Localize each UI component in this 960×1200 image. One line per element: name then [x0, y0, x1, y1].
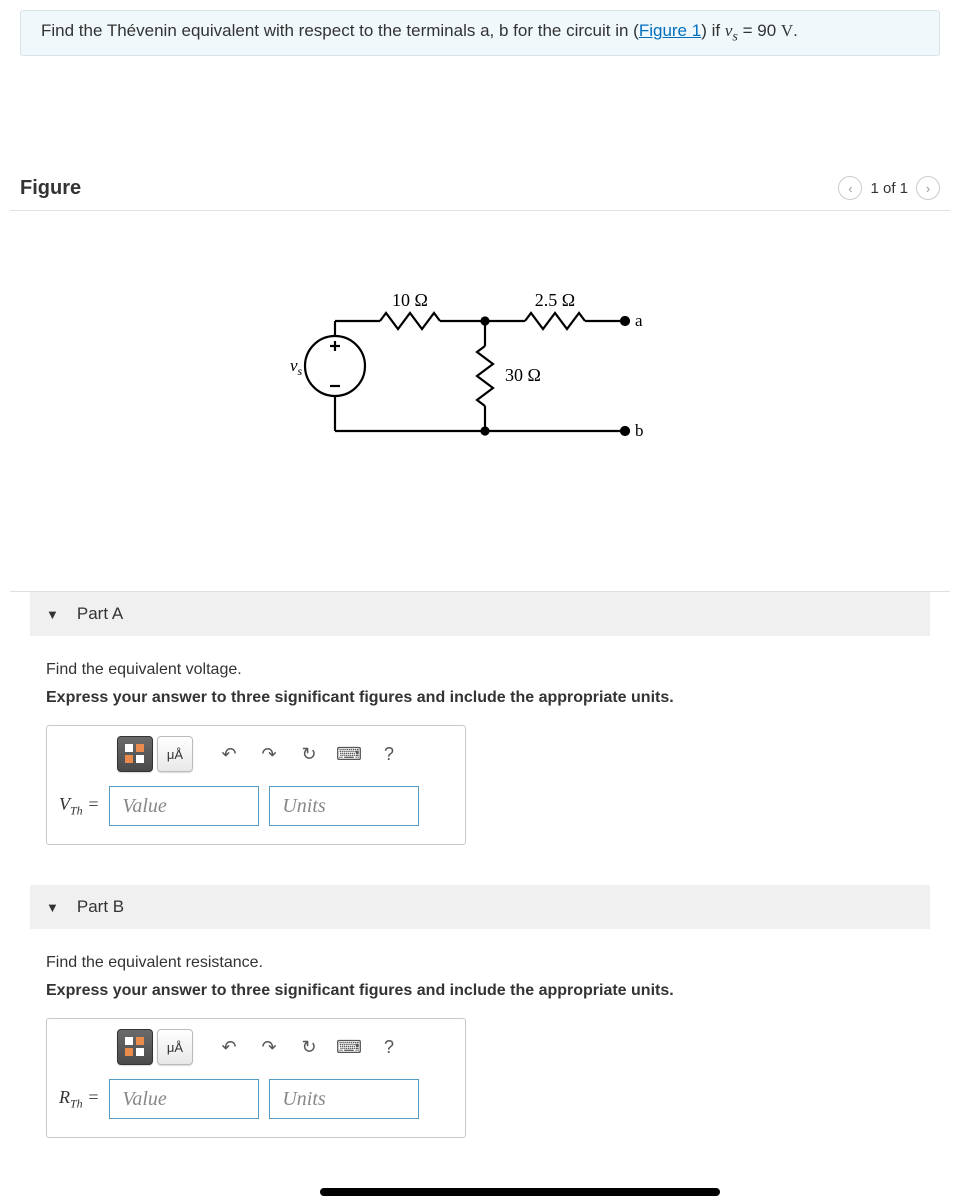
undo-icon[interactable]: ↶	[211, 1029, 247, 1065]
part-a-toolbar: μÅ ↶ ↷ ↻ ⌨ ?	[47, 726, 465, 786]
figure-header: Figure ‹ 1 of 1 ›	[10, 156, 950, 211]
part-b-answer-box: μÅ ↶ ↷ ↻ ⌨ ? RTh = Value Units	[46, 1018, 466, 1138]
part-b-variable: RTh =	[59, 1087, 99, 1112]
question-prompt: Find the Thévenin equivalent with respec…	[20, 10, 940, 56]
part-a-title: Part A	[77, 604, 123, 624]
figure-heading: Figure	[20, 177, 81, 200]
part-b-format: Express your answer to three significant…	[46, 982, 914, 1000]
part-b-value-input[interactable]: Value	[109, 1079, 259, 1119]
part-a-section: ▼ Part A Find the equivalent voltage. Ex…	[30, 592, 930, 885]
figure-link[interactable]: Figure 1	[639, 21, 701, 40]
units-button[interactable]: μÅ	[157, 1029, 193, 1065]
circuit-diagram: 10 Ω 2.5 Ω 30 Ω vs a b	[280, 281, 680, 481]
caret-down-icon: ▼	[46, 607, 59, 622]
r2-label: 2.5 Ω	[535, 290, 575, 310]
units-button[interactable]: μÅ	[157, 736, 193, 772]
keyboard-icon[interactable]: ⌨	[331, 1029, 367, 1065]
part-b-instruction: Find the equivalent resistance.	[46, 954, 914, 972]
vs-label: vs	[290, 356, 303, 378]
terminal-b-label: b	[635, 421, 644, 440]
part-b-section: ▼ Part B Find the equivalent resistance.…	[30, 885, 930, 1148]
keyboard-icon[interactable]: ⌨	[331, 736, 367, 772]
part-b-title: Part B	[77, 897, 124, 917]
terminal-a-label: a	[635, 311, 643, 330]
templates-button[interactable]	[117, 736, 153, 772]
prompt-text: Find the Thévenin equivalent with respec…	[41, 21, 639, 40]
part-a-instruction: Find the equivalent voltage.	[46, 661, 914, 679]
part-a-value-input[interactable]: Value	[109, 786, 259, 826]
part-a-answer-box: μÅ ↶ ↷ ↻ ⌨ ? VTh = Value Units	[46, 725, 466, 845]
part-b-header[interactable]: ▼ Part B	[30, 885, 930, 929]
redo-icon[interactable]: ↷	[251, 1029, 287, 1065]
figure-pager: ‹ 1 of 1 ›	[838, 176, 940, 200]
redo-icon[interactable]: ↷	[251, 736, 287, 772]
part-b-toolbar: μÅ ↶ ↷ ↻ ⌨ ?	[47, 1019, 465, 1079]
part-b-units-input[interactable]: Units	[269, 1079, 419, 1119]
reset-icon[interactable]: ↻	[291, 1029, 327, 1065]
help-icon[interactable]: ?	[371, 736, 407, 772]
pager-text: 1 of 1	[870, 180, 908, 197]
pager-prev-button[interactable]: ‹	[838, 176, 862, 200]
reset-icon[interactable]: ↻	[291, 736, 327, 772]
help-icon[interactable]: ?	[371, 1029, 407, 1065]
horizontal-scrollbar[interactable]	[320, 1188, 720, 1196]
r3-label: 30 Ω	[505, 365, 541, 385]
part-a-format: Express your answer to three significant…	[46, 689, 914, 707]
part-a-header[interactable]: ▼ Part A	[30, 592, 930, 636]
figure-area: 10 Ω 2.5 Ω 30 Ω vs a b	[0, 211, 960, 591]
r1-label: 10 Ω	[392, 290, 428, 310]
part-a-units-input[interactable]: Units	[269, 786, 419, 826]
caret-down-icon: ▼	[46, 900, 59, 915]
part-a-variable: VTh =	[59, 794, 99, 819]
pager-next-button[interactable]: ›	[916, 176, 940, 200]
undo-icon[interactable]: ↶	[211, 736, 247, 772]
templates-button[interactable]	[117, 1029, 153, 1065]
